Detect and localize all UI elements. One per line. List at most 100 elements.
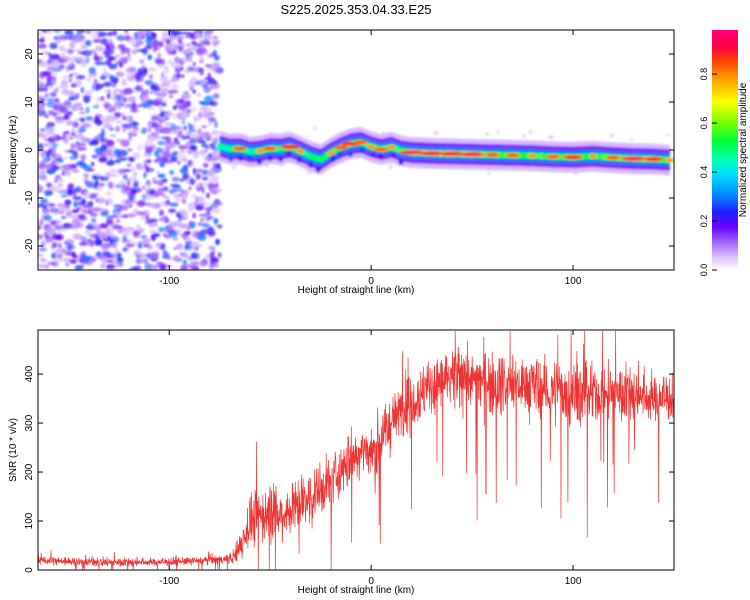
noise-blob bbox=[199, 106, 207, 111]
noise-blob bbox=[179, 209, 188, 216]
noise-blob bbox=[113, 212, 124, 220]
noise-blob bbox=[214, 55, 220, 61]
noise-blob bbox=[178, 111, 188, 119]
noise-blob bbox=[102, 116, 111, 124]
noise-blob bbox=[129, 129, 137, 134]
noise-blob bbox=[174, 46, 184, 50]
noise-blob bbox=[107, 89, 111, 93]
colorbar-tick-label: 0.0 bbox=[699, 264, 709, 277]
noise-blob bbox=[210, 263, 219, 268]
noise-blob bbox=[200, 131, 208, 139]
noise-blob bbox=[96, 254, 104, 260]
noise-blob bbox=[103, 173, 108, 178]
noise-blob bbox=[132, 152, 140, 160]
noise-blob bbox=[147, 124, 152, 128]
noise-blob bbox=[47, 149, 52, 152]
noise-blob bbox=[52, 104, 60, 111]
noise-blob bbox=[75, 144, 82, 148]
ridge-spur bbox=[348, 151, 353, 157]
noise-blob bbox=[161, 30, 170, 38]
noise-blob bbox=[183, 164, 189, 169]
noise-blob bbox=[52, 152, 57, 158]
noise-blob bbox=[170, 183, 180, 188]
noise-blob bbox=[206, 172, 211, 178]
noise-blob bbox=[38, 247, 47, 252]
noise-blob bbox=[111, 83, 117, 88]
noise-blob bbox=[38, 234, 44, 240]
noise-blob bbox=[52, 142, 58, 148]
noise-blob bbox=[212, 36, 219, 40]
noise-blob bbox=[140, 258, 145, 264]
noise-blob bbox=[62, 136, 69, 144]
noise-blob bbox=[170, 61, 176, 68]
noise-blob bbox=[47, 60, 52, 63]
ridge-peak bbox=[643, 156, 664, 162]
noise-blob bbox=[188, 145, 197, 151]
noise-blob bbox=[269, 131, 272, 134]
noise-blob bbox=[192, 212, 196, 219]
noise-blob bbox=[127, 148, 133, 152]
noise-blob bbox=[73, 223, 78, 228]
noise-blob bbox=[204, 136, 214, 139]
noise-blob bbox=[143, 46, 153, 50]
noise-blob bbox=[74, 264, 83, 270]
noise-blob bbox=[231, 164, 236, 169]
noise-blob bbox=[99, 132, 106, 139]
noise-blob bbox=[80, 154, 87, 160]
ridge-peak bbox=[589, 154, 598, 159]
noise-blob bbox=[50, 220, 58, 227]
noise-blob bbox=[120, 139, 130, 147]
noise-blob bbox=[103, 100, 110, 105]
noise-blob bbox=[185, 34, 189, 39]
noise-blob bbox=[56, 220, 64, 229]
noise-blob bbox=[63, 163, 72, 172]
noise-blob bbox=[150, 115, 160, 121]
noise-blob bbox=[211, 40, 221, 45]
noise-blob bbox=[97, 85, 101, 89]
noise-blob bbox=[135, 224, 141, 229]
noise-blob bbox=[211, 256, 218, 262]
noise-blob bbox=[201, 111, 210, 117]
noise-blob bbox=[211, 207, 221, 214]
noise-blob bbox=[63, 156, 68, 160]
noise-blob bbox=[85, 106, 90, 114]
noise-blob bbox=[110, 96, 118, 99]
noise-blob bbox=[67, 50, 74, 55]
noise-blob bbox=[54, 158, 61, 161]
noise-blob bbox=[44, 163, 54, 170]
ridge-peak bbox=[563, 155, 583, 160]
noise-blob bbox=[83, 208, 87, 215]
noise-blob bbox=[154, 91, 161, 96]
noise-blob bbox=[76, 143, 85, 146]
noise-blob bbox=[207, 121, 212, 127]
noise-blob bbox=[108, 127, 115, 131]
noise-blob bbox=[195, 81, 201, 85]
noise-blob bbox=[77, 50, 86, 55]
noise-blob bbox=[187, 202, 198, 207]
noise-blob bbox=[102, 123, 113, 129]
noise-blob bbox=[94, 186, 99, 191]
noise-blob bbox=[62, 75, 70, 79]
noise-blob bbox=[128, 156, 135, 162]
x-tick-label: -100 bbox=[159, 276, 179, 287]
noise-blob bbox=[207, 145, 212, 149]
noise-blob bbox=[148, 67, 157, 72]
y-tick-label: 400 bbox=[24, 365, 35, 382]
noise-blob bbox=[38, 80, 44, 84]
ridge-peak bbox=[666, 157, 674, 163]
noise-blob bbox=[43, 214, 52, 221]
noise-blob bbox=[119, 185, 125, 189]
noise-blob bbox=[126, 179, 131, 186]
noise-blob bbox=[101, 82, 112, 87]
noise-blob bbox=[108, 31, 113, 37]
ridge-peak bbox=[367, 144, 376, 149]
ridge-spur bbox=[336, 151, 342, 158]
noise-blob bbox=[153, 98, 164, 102]
noise-blob bbox=[211, 151, 221, 160]
noise-blob bbox=[214, 201, 223, 206]
noise-blob bbox=[197, 244, 204, 248]
noise-blob bbox=[126, 213, 136, 218]
noise-blob bbox=[98, 157, 107, 163]
noise-blob bbox=[94, 238, 101, 246]
noise-blob bbox=[192, 47, 197, 51]
